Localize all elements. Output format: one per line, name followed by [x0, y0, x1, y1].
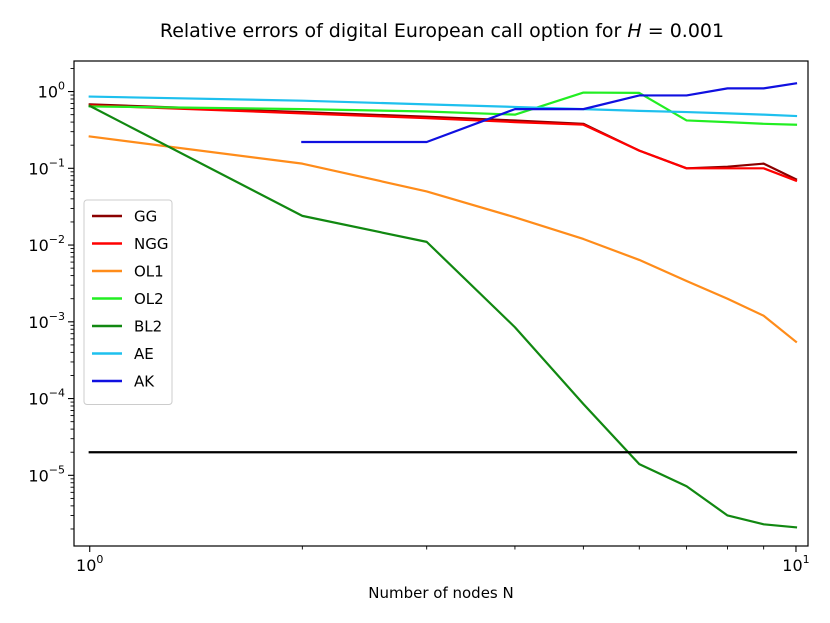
series-line-ol2 [88, 91, 798, 126]
y-tick-label-base: 10 [28, 236, 48, 255]
y-tick-label-base: 10 [28, 466, 48, 485]
series-line-ol1 [88, 135, 798, 344]
y-tick-label-base: 10 [28, 313, 48, 332]
legend: GG NGG OL1 OL2 BL2 AE AK [83, 199, 173, 405]
y-tick-label-exponent: −4 [49, 387, 65, 400]
y-tick-label-base: 10 [38, 83, 58, 102]
y-tick-label-exponent: −1 [49, 156, 65, 169]
y-tick-label-base: 10 [28, 390, 48, 409]
y-tick-label-exponent: −2 [49, 233, 65, 246]
legend-label-ae: AE [134, 345, 154, 363]
y-tick-label-exponent: −3 [49, 310, 65, 323]
series-line-bl2 [88, 104, 798, 529]
y-tick-label: 10−2 [28, 233, 65, 255]
y-tick-label: 10−5 [28, 463, 65, 485]
y-tick-label: 10−4 [28, 387, 65, 409]
series-line-ae [88, 95, 798, 118]
y-tick-label: 10−3 [28, 310, 65, 332]
legend-label-bl2: BL2 [134, 318, 162, 336]
plot-area-frame [73, 60, 809, 547]
legend-label-ngg: NGG [134, 235, 168, 253]
legend-label-gg: GG [134, 208, 157, 226]
y-tick-label-base: 10 [28, 159, 48, 178]
y-tick-label: 100 [38, 80, 65, 102]
x-tick-label: 100 [76, 553, 103, 575]
x-axis-label: Number of nodes N [368, 584, 514, 602]
legend-label-ak: AK [134, 373, 155, 391]
x-tick-label-base: 10 [76, 556, 96, 575]
x-tick-label-base: 10 [782, 556, 802, 575]
series-line-ngg [88, 104, 798, 183]
series-line-ak [301, 82, 798, 144]
y-tick-label-exponent: −5 [49, 463, 65, 476]
chart-title: Relative errors of digital European call… [160, 20, 724, 42]
chart-title-prefix: Relative errors of digital European call… [160, 20, 628, 42]
y-tick-label-exponent: 0 [58, 80, 65, 93]
series-layer [88, 82, 798, 529]
legend-label-ol1: OL1 [134, 263, 164, 281]
chart-title-suffix: = 0.001 [642, 20, 724, 42]
legend-label-ol2: OL2 [134, 290, 164, 308]
y-tick-label: 10−1 [28, 156, 65, 178]
x-tick-label-exponent: 0 [96, 553, 103, 566]
x-tick-label-exponent: 1 [803, 553, 810, 566]
chart-title-var: H [627, 20, 641, 42]
x-tick-label: 101 [782, 553, 809, 575]
